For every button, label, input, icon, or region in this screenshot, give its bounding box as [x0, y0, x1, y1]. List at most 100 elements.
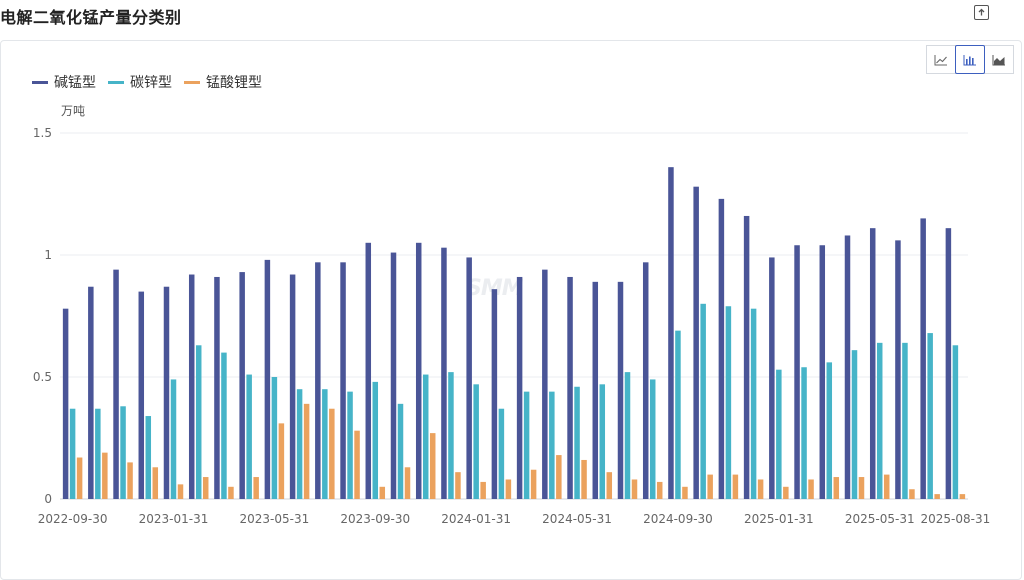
bar	[750, 308, 757, 499]
x-tick-label: 2025-01-31	[744, 512, 814, 526]
bar	[649, 379, 656, 499]
bar	[909, 489, 915, 499]
bar	[801, 367, 807, 499]
legend-label: 碱锰型	[54, 75, 96, 91]
bar	[480, 481, 486, 499]
bar	[354, 430, 360, 499]
legend-item-lmo[interactable]: 锰酸锂型	[184, 72, 262, 92]
x-tick-label: 2022-09-30	[38, 512, 108, 526]
chart-type-toggle	[926, 45, 1014, 74]
bar	[505, 479, 512, 499]
bar	[599, 384, 606, 499]
bar	[214, 276, 220, 499]
bar	[819, 245, 826, 499]
bar	[365, 242, 372, 500]
bar	[163, 286, 170, 499]
bar	[113, 269, 119, 499]
bar	[429, 433, 436, 499]
x-tick-label: 2024-05-31	[542, 512, 612, 526]
line-chart-icon	[934, 54, 947, 65]
bar	[152, 467, 159, 499]
legend-item-carbon-zinc[interactable]: 碳锌型	[108, 72, 172, 92]
x-tick-label: 2023-01-31	[139, 512, 209, 526]
bar	[844, 235, 851, 500]
bar	[876, 342, 883, 499]
bar	[700, 303, 706, 499]
bar	[592, 281, 599, 499]
legend-label: 锰酸锂型	[206, 75, 262, 91]
bar	[542, 269, 548, 499]
bar	[404, 467, 411, 499]
bar	[693, 186, 699, 499]
bar	[883, 474, 890, 499]
bar	[127, 462, 133, 499]
bar	[340, 262, 346, 499]
bar	[549, 391, 555, 499]
bar	[278, 423, 285, 499]
bar	[707, 474, 713, 499]
bar	[617, 281, 624, 499]
bar	[952, 345, 959, 499]
area-chart-icon	[992, 54, 1005, 65]
bar	[448, 372, 454, 499]
bar	[491, 289, 498, 499]
legend-swatch	[184, 80, 200, 84]
y-tick-label: 1	[44, 248, 52, 262]
y-axis-unit-label: 万吨	[61, 104, 86, 118]
bar	[567, 276, 573, 499]
bar	[202, 477, 209, 499]
bar	[675, 330, 681, 499]
legend-swatch	[108, 80, 124, 84]
bar-chart-button[interactable]	[955, 45, 985, 74]
y-tick-label: 1.5	[33, 126, 52, 140]
bar	[656, 481, 663, 499]
bar	[170, 379, 177, 499]
bar	[315, 262, 321, 499]
bar	[239, 272, 245, 499]
bar	[718, 198, 725, 499]
bar	[920, 218, 926, 499]
bar	[895, 240, 901, 500]
bar	[902, 342, 908, 499]
bar	[769, 257, 775, 499]
bar	[62, 308, 69, 499]
bar	[246, 374, 252, 499]
export-icon	[978, 8, 985, 16]
bar	[473, 384, 479, 499]
x-tick-label: 2023-05-31	[240, 512, 310, 526]
bar	[808, 479, 814, 499]
bar	[757, 479, 764, 499]
bar	[945, 228, 952, 499]
x-tick-label: 2025-05-31	[845, 512, 915, 526]
bar	[732, 474, 739, 499]
bar	[934, 494, 940, 499]
bar	[329, 408, 335, 499]
bar	[516, 276, 523, 499]
bar	[88, 286, 94, 499]
bar	[253, 477, 259, 499]
bar	[498, 408, 505, 499]
bar	[120, 406, 126, 499]
legend-label: 碳锌型	[130, 75, 172, 91]
y-tick-label: 0.5	[33, 370, 52, 384]
bar	[69, 408, 76, 499]
bar	[574, 386, 580, 499]
export-button[interactable]	[974, 5, 989, 20]
bar	[347, 391, 353, 499]
chart-legend: 碱锰型 碳锌型 锰酸锂型	[32, 72, 262, 92]
bar	[455, 472, 461, 499]
legend-swatch	[32, 80, 48, 84]
bar	[441, 247, 447, 499]
bar	[927, 333, 933, 499]
bar	[195, 345, 202, 499]
legend-item-alkaline[interactable]: 碱锰型	[32, 72, 96, 92]
bar	[556, 455, 562, 499]
bar	[177, 484, 184, 499]
x-tick-label: 2023-09-30	[340, 512, 410, 526]
x-tick-label: 2024-01-31	[441, 512, 511, 526]
bar	[379, 486, 386, 499]
page-title: 电解二氧化锰产量分类别	[0, 8, 182, 27]
bar	[397, 403, 404, 499]
bar	[668, 167, 674, 499]
bar	[776, 369, 782, 499]
